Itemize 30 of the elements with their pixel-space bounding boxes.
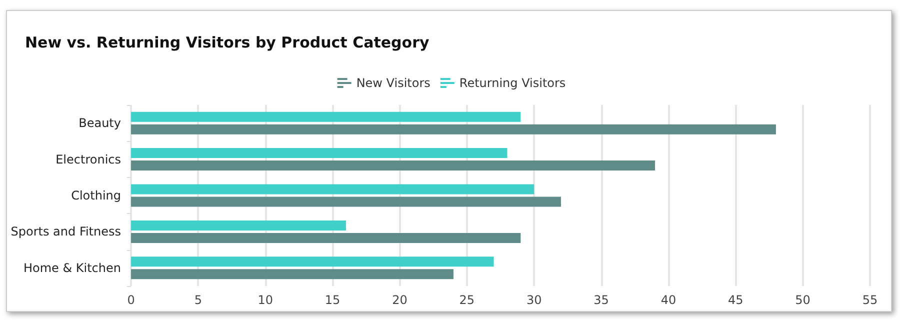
x-tick-label: 20 <box>392 293 408 307</box>
y-tick-label: Sports and Fitness <box>10 224 121 239</box>
bar <box>131 112 521 122</box>
legend-label: New Visitors <box>356 76 430 90</box>
bar <box>131 220 346 230</box>
y-tick-label: Electronics <box>56 152 121 166</box>
x-tick-label: 10 <box>258 293 274 307</box>
y-tick-label: Clothing <box>71 188 121 202</box>
bar <box>131 269 454 280</box>
x-tick-label: 15 <box>324 293 340 307</box>
bar <box>131 232 521 243</box>
y-tick-label: Beauty <box>78 116 121 130</box>
bar <box>131 148 508 158</box>
x-tick-label: 55 <box>862 293 878 307</box>
y-tick-label: Home & Kitchen <box>23 260 121 275</box>
bar <box>131 184 534 194</box>
bar <box>131 196 561 207</box>
x-tick-label: 30 <box>526 293 542 307</box>
x-tick-label: 35 <box>594 293 609 307</box>
x-tick-label: 45 <box>728 293 744 307</box>
bar <box>131 124 776 134</box>
x-tick-label: 0 <box>127 293 135 307</box>
x-tick-label: 50 <box>795 293 810 307</box>
x-tick-label: 5 <box>194 293 202 307</box>
bar <box>131 160 656 171</box>
x-tick-label: 40 <box>660 293 676 307</box>
chart-title: New vs. Returning Visitors by Product Category <box>25 34 430 52</box>
x-tick-label: 25 <box>459 293 475 307</box>
bar <box>131 256 494 267</box>
legend-label: Returning Visitors <box>459 76 566 90</box>
